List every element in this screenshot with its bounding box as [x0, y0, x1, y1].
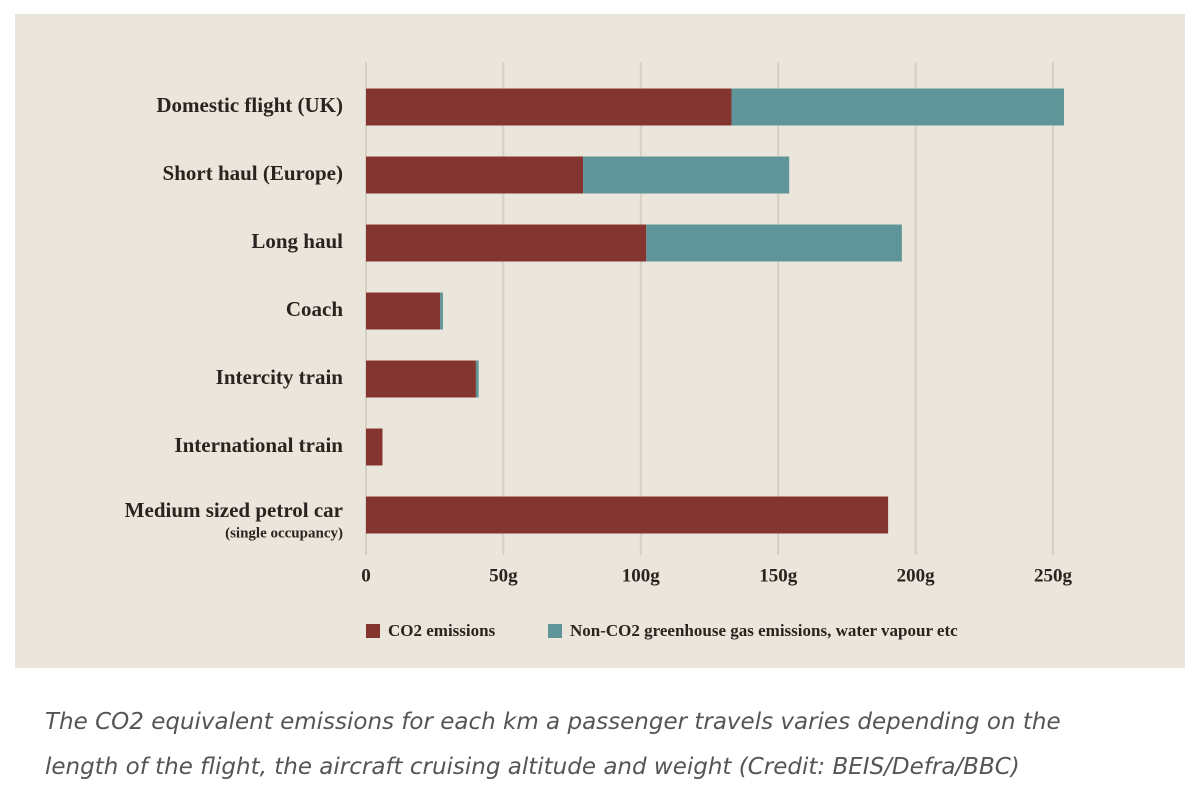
bar-segment [366, 428, 383, 466]
bar-segment [583, 156, 790, 194]
legend-label: CO2 emissions [388, 621, 496, 640]
bar-segment [646, 224, 902, 262]
x-tick-label: 200g [897, 565, 936, 586]
y-tick-label: Intercity train [216, 365, 344, 389]
x-tick-label: 0 [361, 565, 371, 586]
y-tick-label: International train [174, 433, 343, 457]
y-tick-label: Medium sized petrol car [125, 498, 343, 522]
x-tick-label: 50g [489, 565, 518, 586]
legend-swatch [366, 624, 380, 638]
legend-swatch [548, 624, 562, 638]
x-tick-label: 150g [759, 565, 798, 586]
y-tick-sublabel: (single occupancy) [225, 525, 343, 541]
bar-segment [366, 156, 584, 194]
chart: 0 50g 100g 150g 200g 250g Domestic flight (UK)… [15, 14, 1185, 668]
bar-segment [366, 360, 476, 398]
bar-segment [475, 360, 479, 398]
bar-segment [366, 88, 732, 126]
x-tick-label: 250g [1034, 565, 1073, 586]
caption: The CO2 equivalent emissions for each km… [45, 709, 1061, 780]
bar-segment [731, 88, 1064, 126]
y-tick-label: Short haul (Europe) [163, 161, 343, 185]
y-tick-label: Coach [286, 297, 343, 321]
bar-segment [366, 496, 889, 534]
y-tick-label: Domestic flight (UK) [156, 93, 343, 117]
bar-segment [366, 292, 441, 330]
x-tick-label: 100g [622, 565, 661, 586]
y-tick-label: Long haul [251, 229, 343, 253]
bar-segment [366, 224, 647, 262]
bar-segment [440, 292, 443, 330]
legend-label: Non-CO2 greenhouse gas emissions, water … [570, 621, 958, 640]
